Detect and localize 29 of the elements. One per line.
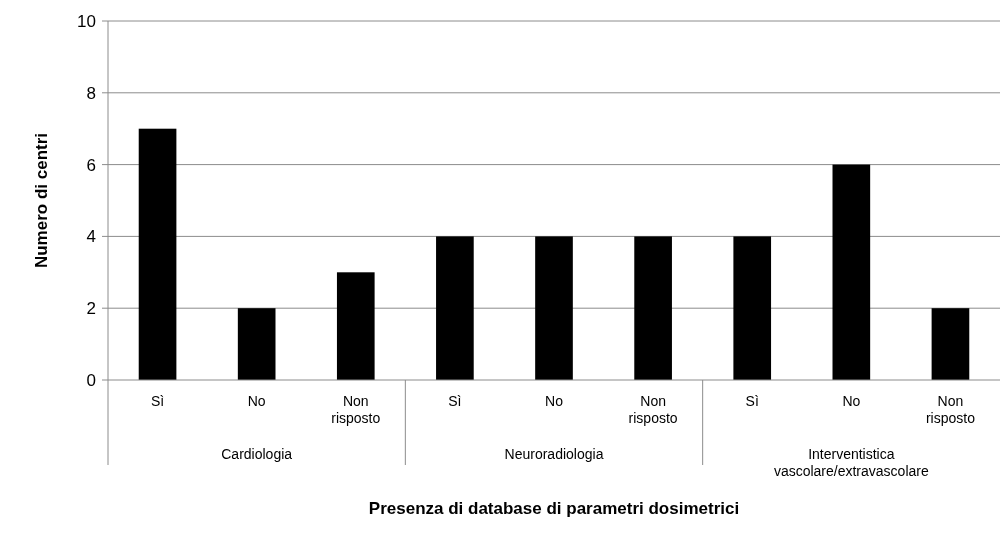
text: Neuroradiologia (504, 446, 604, 462)
bar (436, 236, 474, 380)
bar (931, 308, 970, 380)
bar (336, 272, 375, 380)
text: Interventistica vascolare/extravascolare (773, 446, 929, 479)
bar (237, 308, 276, 380)
bar (733, 236, 772, 380)
x-tick-label: Sì (150, 393, 165, 409)
x-tick-label: No (247, 393, 266, 409)
bar (535, 236, 573, 380)
x-tick-label: Sì (745, 393, 759, 409)
x-tick-label: No (842, 393, 861, 409)
x-tick-label: Non risposto (331, 393, 381, 426)
y-tick-label: 4 (86, 227, 96, 247)
bar (832, 164, 871, 380)
y-tick-label: 8 (86, 83, 96, 103)
y-tick-label: 2 (86, 299, 96, 319)
y-tick-label: 10 (77, 11, 96, 31)
bar (138, 128, 177, 380)
x-tick-label: Sì (448, 393, 462, 409)
x-tick-label: Non risposto (925, 393, 976, 426)
y-tick-label: 6 (86, 155, 96, 175)
x-tick-label: Non risposto (628, 393, 678, 426)
y-tick-label: 0 (86, 370, 96, 390)
x-axis-title: Presenza di database di parametri dosimetrici (368, 499, 740, 518)
bar (634, 236, 672, 380)
y-axis-title: Numero di centri (32, 132, 51, 269)
text: Cardiologia (221, 446, 293, 462)
x-tick-label: No (545, 393, 564, 409)
